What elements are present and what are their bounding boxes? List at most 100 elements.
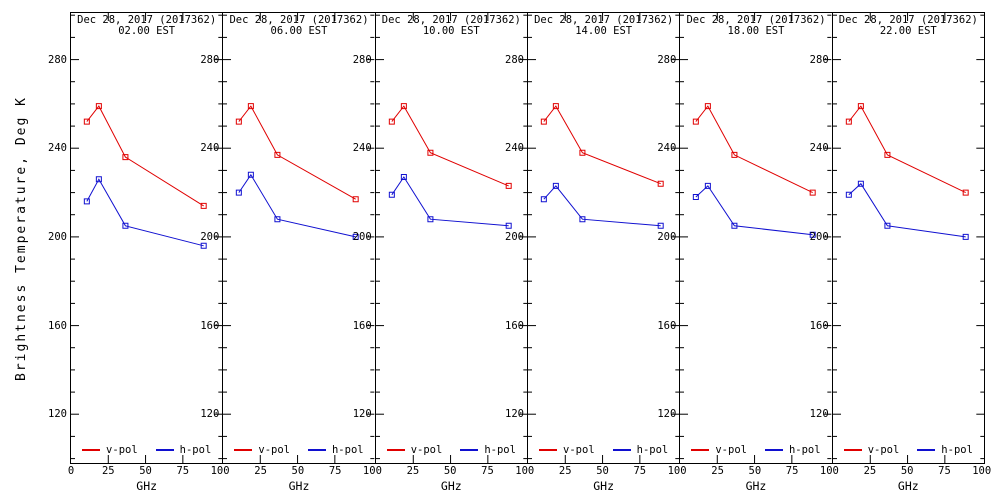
panel-time-title: 02.00 EST [118,25,176,37]
v-pol-line [239,106,356,199]
x-tick-label: 25 [558,465,572,477]
x-axis-unit-label: GHz [288,479,310,493]
chart-canvas [223,13,374,463]
v-pol-line [87,106,204,206]
v-pol-line [391,106,508,186]
y-tick-label: 280 [200,54,220,66]
y-tick-label: 120 [48,408,67,420]
h-pol-line [544,186,661,226]
v-pol-marker [201,203,206,208]
legend-label: v-pol [258,444,290,456]
y-tick-label: 240 [48,142,67,154]
panel-date-title: Dec 28, 2017 (2017362) [686,14,826,26]
legend-label: v-pol [106,444,138,456]
x-tick-label: 75 [328,465,342,477]
h-pol-line [696,186,813,235]
panel-date-title: Dec 28, 2017 (2017362) [77,14,217,26]
y-tick-label: 280 [809,54,829,66]
chart-panel-1: Dec 28, 2017 (2017362) 02.00 EST 120 160 200… [48,13,230,493]
legend-item-v-pol: v-pol [386,444,442,456]
v-pol-marker [858,104,863,109]
panel-date-title: Dec 28, 2017 (2017362) [534,14,674,26]
y-tick-label: 160 [657,320,677,332]
legend-line-swatch [917,449,936,451]
x-tick-label: 75 [176,465,190,477]
x-axis-unit-label: GHz [593,479,615,493]
x-tick-label: 100 [972,465,992,477]
x-axis-unit-label: GHz [136,479,158,493]
h-pol-marker [885,223,890,228]
legend-item-v-pol: v-pol [234,444,290,456]
v-pol-marker [885,152,890,157]
y-tick-label: 200 [352,231,372,243]
panel-legend: v-pol h-pol [680,444,831,456]
v-pol-marker [658,181,663,186]
h-pol-marker [201,243,206,248]
h-pol-marker [846,192,851,197]
h-pol-marker [963,234,968,239]
legend-label: h-pol [941,444,973,456]
legend-item-v-pol: v-pol [82,444,138,456]
legend-label: h-pol [331,444,364,456]
legend-label: h-pol [179,444,212,456]
y-tick-label: 240 [352,142,372,154]
chart-panel-5: Dec 28, 2017 (2017362) 18.00 EST 120 160 200… [657,13,839,493]
x-tick-label: 25 [406,465,420,477]
chart-canvas [376,13,527,463]
y-tick-label: 160 [48,320,67,332]
legend-label: v-pol [867,444,900,456]
x-tick-label: 100 [819,465,839,477]
panel-date-title: Dec 28, 2017 (2017362) [229,14,369,26]
panels: Dec 28, 2017 (2017362) 02.00 EST 120 160 200… [48,12,991,493]
legend-line-swatch [691,449,710,451]
x-tick-label: 0 [67,465,75,477]
x-tick-label: 50 [596,465,609,477]
v-pol-marker [580,150,585,155]
v-pol-line [544,106,661,184]
v-pol-marker [249,104,254,109]
legend-label: h-pol [636,444,669,456]
h-pol-marker [354,234,359,239]
h-pol-marker [249,172,254,177]
x-tick-label: 75 [633,465,647,477]
v-pol-marker [706,104,711,109]
panel-date-title: Dec 28, 2017 (2017362) [381,14,521,26]
panel-time-title: 14.00 EST [575,25,633,37]
y-tick-label: 200 [200,231,220,243]
h-pol-line [87,179,204,246]
v-pol-marker [401,104,406,109]
legend-line-swatch [155,449,174,451]
legend-item-h-pol: h-pol [155,444,212,456]
h-pol-marker [237,190,242,195]
y-axis-title: Brightness Temperature, Deg K [14,12,29,464]
h-pol-line [391,177,508,226]
v-pol-marker [275,152,280,157]
panel-legend: v-pol h-pol [71,444,222,456]
legend-line-swatch [612,449,631,451]
chart-panel-3: Dec 28, 2017 (2017362) 10.00 EST 120 160 200… [353,13,534,493]
chart-panel-2: Dec 28, 2017 (2017362) 06.00 EST 120 160 200… [200,13,382,493]
h-pol-marker [858,181,863,186]
x-tick-label: 100 [667,465,687,477]
x-tick-label: 100 [210,465,230,477]
y-tick-label: 160 [505,320,524,332]
legend-label: v-pol [563,444,595,456]
v-pol-marker [810,190,815,195]
y-tick-label: 120 [352,408,372,420]
x-tick-label: 75 [481,465,494,477]
v-pol-marker [694,119,699,124]
panel-date-title: Dec 28, 2017 (2017362) [838,14,978,26]
y-tick-label: 240 [809,142,829,154]
chart-panel-6: Dec 28, 2017 (2017362) 22.00 EST 120 160 200… [810,13,991,493]
legend-item-h-pol: h-pol [307,444,364,456]
y-tick-label: 240 [505,142,524,154]
h-pol-marker [506,223,511,228]
y-tick-label: 120 [657,408,677,420]
legend-line-swatch [843,449,862,451]
v-pol-marker [123,155,128,160]
y-tick-label: 280 [657,54,677,66]
panel-time-title: 06.00 EST [270,25,328,37]
x-tick-label: 75 [938,465,951,477]
h-pol-marker [706,183,711,188]
v-pol-marker [96,104,101,109]
